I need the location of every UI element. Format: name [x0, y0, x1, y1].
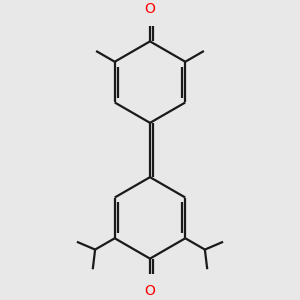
Text: O: O — [145, 284, 155, 298]
Text: O: O — [145, 2, 155, 16]
